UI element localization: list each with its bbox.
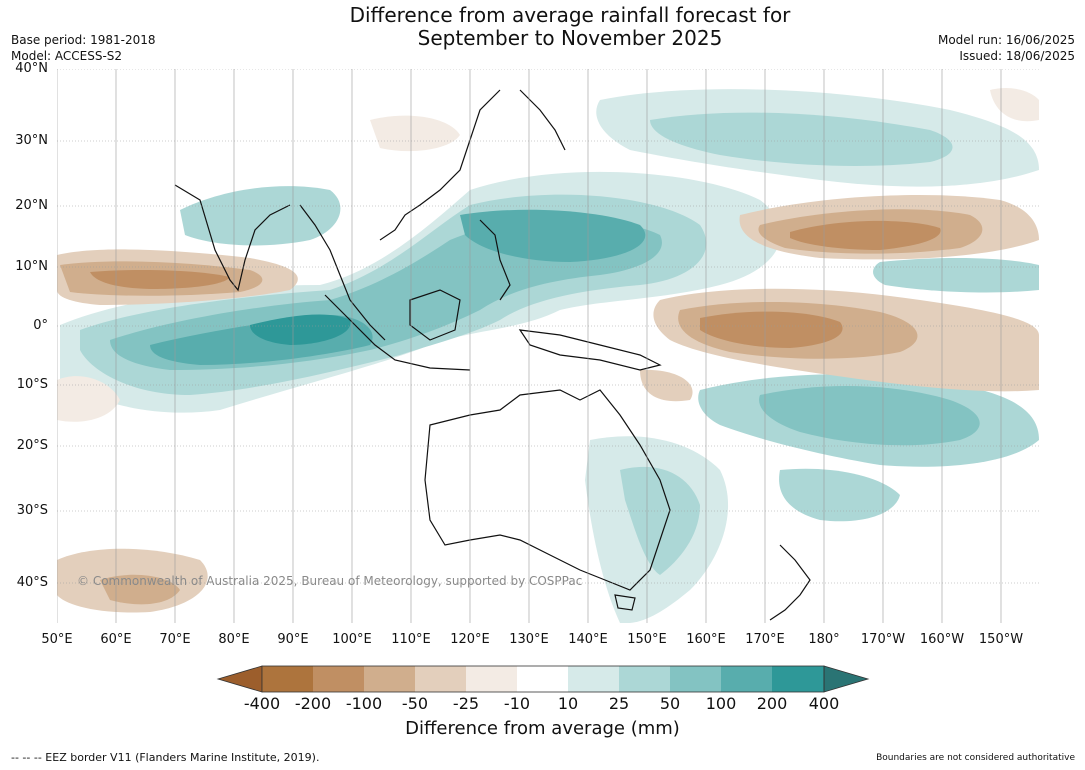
lon-label-160e: 160°E — [686, 632, 726, 647]
colorbar-title: Difference from average (mm) — [405, 718, 680, 739]
colorbar-tick: 100 — [705, 694, 737, 713]
boundary-disclaimer: Boundaries are not considered authoritat… — [876, 753, 1075, 763]
lon-label-120e: 120°E — [450, 632, 490, 647]
colorbar-min-arrow — [216, 665, 263, 693]
lon-label-160w: 160°W — [919, 632, 965, 647]
model-name: Model: ACCESS-S2 — [11, 49, 123, 63]
lon-label-140e: 140°E — [568, 632, 608, 647]
dry-anomaly-regions — [57, 88, 1039, 613]
graticule — [57, 69, 1039, 623]
lon-label-70e: 70°E — [159, 632, 191, 647]
lon-label-110e: 110°E — [391, 632, 431, 647]
lon-label-100e: 100°E — [332, 632, 372, 647]
colorbar-max-arrow — [823, 665, 870, 693]
lat-label-40n: 40°N — [15, 61, 48, 76]
colorbar-segment — [721, 666, 772, 692]
lon-label-150w: 150°W — [978, 632, 1024, 647]
colorbar-tick: -10 — [503, 694, 531, 713]
colorbar-tick: 10 — [557, 694, 579, 713]
lat-label-equator: 0° — [33, 318, 48, 333]
colorbar-segment — [313, 666, 364, 692]
lon-label-150e: 150°E — [627, 632, 667, 647]
colorbar-segment — [670, 666, 721, 692]
lon-label-170e: 170°E — [745, 632, 785, 647]
colorbar-segment — [619, 666, 670, 692]
colorbar-segment — [568, 666, 619, 692]
lon-label-170w: 170°W — [860, 632, 906, 647]
copyright-notice: © Commonwealth of Australia 2025, Bureau… — [77, 574, 583, 588]
lon-label-60e: 60°E — [100, 632, 132, 647]
colorbar-segment — [415, 666, 466, 692]
colorbar-segment — [364, 666, 415, 692]
colorbar-tick: -25 — [452, 694, 480, 713]
colorbar-segment — [517, 666, 568, 692]
lon-label-130e: 130°E — [509, 632, 549, 647]
lat-label-30n: 30°N — [15, 133, 48, 148]
meta-right: Model run: 16/06/2025 Issued: 18/06/2025 — [938, 32, 1075, 64]
lon-label-180: 180° — [808, 632, 840, 647]
colorbar-tick: -400 — [243, 694, 281, 713]
map-title: Difference from average rainfall forecas… — [270, 4, 870, 50]
lon-label-50e: 50°E — [41, 632, 73, 647]
lat-label-10n: 10°N — [15, 259, 48, 274]
colorbar-segment — [466, 666, 517, 692]
lat-label-40s: 40°S — [16, 575, 48, 590]
colorbar-tick: -50 — [401, 694, 429, 713]
colorbar-tick: 25 — [608, 694, 630, 713]
issued-date: Issued: 18/06/2025 — [959, 49, 1075, 63]
colorbar-tick: -100 — [345, 694, 383, 713]
colorbar-tick: 50 — [659, 694, 681, 713]
lat-label-20s: 20°S — [16, 438, 48, 453]
lon-label-90e: 90°E — [277, 632, 309, 647]
map-area — [57, 69, 1039, 623]
title-line-1: Difference from average rainfall forecas… — [349, 3, 791, 27]
lon-label-80e: 80°E — [218, 632, 250, 647]
colorbar-tick: -200 — [294, 694, 332, 713]
colorbar-segment — [772, 666, 824, 692]
coastlines — [174, 89, 811, 621]
colorbar-segment — [262, 666, 313, 692]
lat-label-20n: 20°N — [15, 198, 48, 213]
model-run: Model run: 16/06/2025 — [937, 33, 1075, 47]
wet-anomaly-regions — [60, 89, 1039, 623]
eez-note: -- -- -- EEZ border V11 (Flanders Marine… — [11, 751, 320, 764]
colorbar-tick: 200 — [756, 694, 788, 713]
colorbar — [216, 665, 870, 693]
lat-label-10s: 10°S — [16, 377, 48, 392]
colorbar-tick: 400 — [808, 694, 840, 713]
title-line-2: September to November 2025 — [417, 26, 723, 50]
lat-label-30s: 30°S — [16, 503, 48, 518]
meta-left: Base period: 1981-2018 Model: ACCESS-S2 — [11, 32, 156, 64]
base-period: Base period: 1981-2018 — [11, 33, 156, 47]
